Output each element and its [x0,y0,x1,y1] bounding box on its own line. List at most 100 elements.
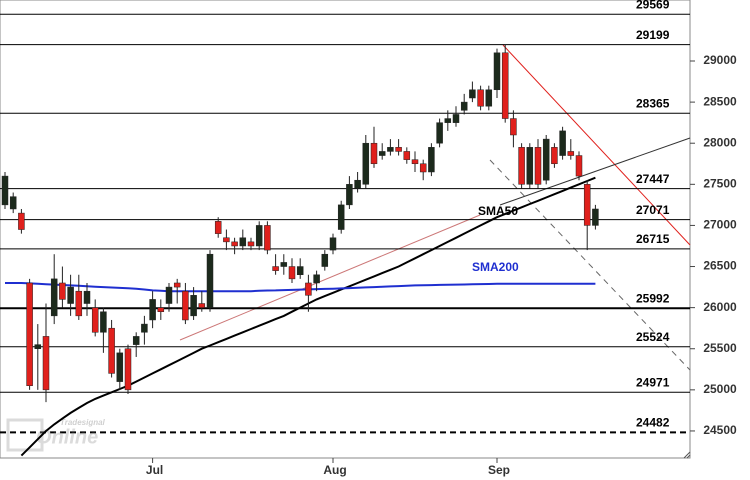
x-tick-label: Sep [488,463,510,477]
candle-body [493,52,501,91]
y-tick-label: 29000 [703,53,737,67]
candle-body [157,307,165,312]
trend-line-dashed [489,159,691,371]
candle-body [75,290,83,317]
candle-body [247,241,255,247]
candle-body [370,142,378,165]
series-label: SMA50 [478,204,518,218]
level-label: 29569 [636,0,670,11]
y-tick-label: 26500 [703,259,737,273]
candle-body [182,290,189,321]
y-tick-label: 25500 [703,341,737,355]
candle-body [108,327,115,374]
candle-body [469,89,476,99]
candle-body [419,163,427,173]
candle-body [83,290,91,304]
candle-body [452,114,460,123]
candle-body [214,221,222,234]
candle-body [206,253,214,308]
candle-body [231,241,238,247]
candle-body [510,118,517,136]
candle-body [542,138,550,181]
candle-body [362,142,370,185]
y-tick-label: 24500 [703,423,737,437]
candle-body [198,303,206,308]
candle-body [116,352,124,382]
level-label: 27071 [636,203,670,217]
candle-body [477,89,484,107]
candle-body [255,225,263,247]
candle-body [59,282,66,300]
level-label: 25524 [636,330,670,344]
candle-body [288,266,296,280]
candle-body [329,237,337,251]
candle-body [567,151,575,156]
candle-body [165,286,173,304]
candle-body [124,348,132,391]
candle-body [518,147,525,185]
level-label: 27447 [636,172,670,186]
candle-body [149,299,156,321]
candle-body [67,286,74,304]
candle-body [428,147,435,173]
x-tick-label: Aug [323,463,346,477]
candle-body [575,155,583,177]
candle-body [18,212,25,230]
level-label: 25992 [636,291,670,305]
candle-body [1,175,9,206]
candle-body [583,184,591,226]
candle-body [337,204,345,230]
level-label: 26715 [636,232,670,246]
resize-grip [683,451,691,459]
candle-body [190,295,197,317]
candle-body [403,151,411,160]
level-label: 24971 [636,375,670,389]
candle-body [460,101,468,111]
candle-body [272,266,279,271]
y-tick-label: 27000 [703,218,737,232]
candle-body [436,122,443,144]
candle-body [551,147,558,165]
candle-body [100,311,107,333]
level-label: 29199 [636,28,670,42]
candle-body [501,52,509,119]
candle-body [321,253,329,267]
candle-body [485,89,493,107]
candle-body [34,344,42,349]
candle-body [346,184,353,206]
candle-body [559,130,566,156]
candle-body [305,282,312,296]
candle-body [592,208,599,226]
candle-body [239,237,247,247]
y-tick-label: 28500 [703,94,737,108]
x-tick-label: Jul [146,463,163,477]
candle-body [91,307,99,333]
candle-body [173,282,181,288]
y-tick-label: 25000 [703,382,737,396]
candle-body [411,159,419,165]
level-label: 24482 [636,416,670,430]
candle-body [395,147,402,152]
candle-body [264,225,271,251]
candle-body [534,147,542,185]
candle-body [378,151,386,156]
y-tick-label: 28000 [703,135,737,149]
series-label: SMA200 [472,260,519,274]
y-tick-label: 27500 [703,176,737,190]
candle-body [280,262,288,267]
candle-body [141,323,148,333]
watermark: Tradesignal Online [6,418,106,452]
candle-body [42,336,50,391]
level-label: 28365 [636,96,670,110]
watermark-text: Tradesignal [60,418,106,427]
candle-body [444,118,452,123]
candle-body [313,274,320,284]
watermark-text: Online [36,426,98,448]
candle-body [132,336,140,345]
candle-body [26,282,33,386]
candle-body [50,278,58,317]
trend-line [502,44,691,246]
sma-line [5,282,596,293]
